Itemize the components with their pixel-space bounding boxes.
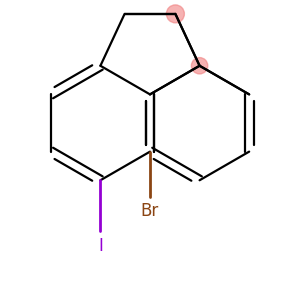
Text: Br: Br xyxy=(141,202,159,220)
Circle shape xyxy=(167,5,184,23)
Circle shape xyxy=(191,58,208,74)
Text: I: I xyxy=(98,237,103,255)
